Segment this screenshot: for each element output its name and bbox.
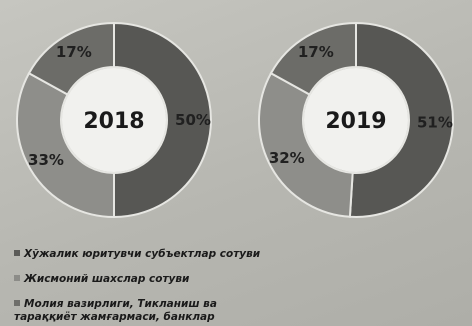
slice-label: 17% bbox=[56, 43, 92, 61]
slice-label: 17% bbox=[298, 43, 334, 61]
legend-label: Молия вазирлиги, Тикланиш ва тараққиёт ж… bbox=[14, 298, 217, 323]
center-year-label: 2018 bbox=[83, 109, 144, 134]
center-year-label: 2019 bbox=[325, 109, 386, 134]
slice-label: 32% bbox=[269, 149, 305, 167]
legend-label: Жисмоний шахслар сотуви bbox=[24, 273, 190, 285]
legend-item: Молия вазирлиги, Тикланиш ва тараққиёт ж… bbox=[14, 298, 274, 324]
donut-hole bbox=[304, 68, 408, 172]
donut-slice bbox=[348, 21, 454, 218]
legend-label: Хўжалик юритувчи субъектлар сотуви bbox=[24, 248, 261, 260]
donut-slice bbox=[258, 71, 354, 218]
donut-slice bbox=[113, 21, 212, 219]
legend-swatch bbox=[14, 275, 20, 281]
donut-chart-2018: 50% 33% 17% 2018 bbox=[16, 21, 212, 219]
legend-swatch bbox=[14, 300, 20, 306]
donut-slice bbox=[27, 21, 115, 96]
slice-label: 50% bbox=[175, 111, 211, 129]
donut-slice bbox=[16, 71, 115, 219]
donut-slice bbox=[269, 21, 357, 96]
slice-label: 33% bbox=[28, 151, 64, 169]
legend-item: Жисмоний шахслар сотуви bbox=[14, 273, 189, 286]
donut-chart-2019: 51% 32% 17% 2019 bbox=[258, 21, 454, 218]
legend-swatch bbox=[14, 250, 20, 256]
slice-label: 51% bbox=[417, 113, 453, 131]
donut-hole bbox=[62, 68, 166, 172]
legend-item: Хўжалик юритувчи субъектлар сотуви bbox=[14, 248, 260, 261]
